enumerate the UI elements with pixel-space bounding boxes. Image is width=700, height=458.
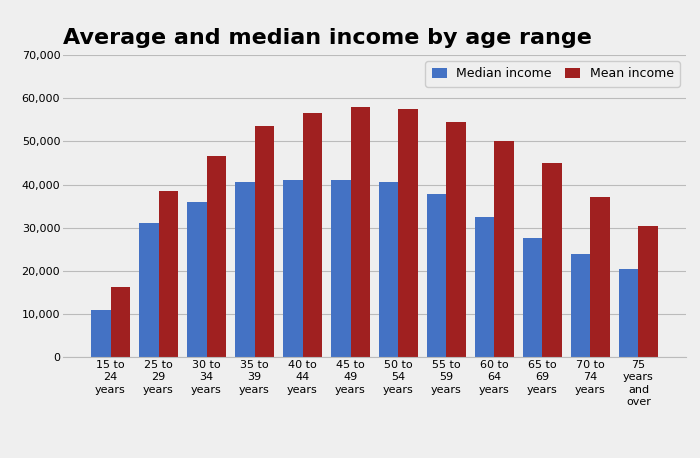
Bar <box>255 126 274 357</box>
Bar <box>620 269 638 357</box>
Text: Average and median income by age range: Average and median income by age range <box>63 28 592 48</box>
Bar <box>638 225 658 357</box>
Bar <box>475 217 494 357</box>
Bar <box>494 142 514 357</box>
Bar <box>235 182 255 357</box>
Bar <box>158 191 178 357</box>
Bar <box>542 163 561 357</box>
Bar <box>427 194 447 357</box>
Bar <box>351 107 370 357</box>
Bar <box>91 310 111 357</box>
Bar <box>302 113 322 357</box>
Bar <box>447 122 466 357</box>
Bar <box>524 239 542 357</box>
Bar <box>571 255 591 357</box>
Bar <box>379 182 398 357</box>
Bar <box>139 224 158 357</box>
Bar <box>206 157 225 357</box>
Bar <box>591 197 610 357</box>
Bar <box>398 109 418 357</box>
Bar <box>284 180 302 357</box>
Legend: Median income, Mean income: Median income, Mean income <box>426 61 680 87</box>
Bar <box>188 202 206 357</box>
Bar <box>111 287 130 357</box>
Bar <box>331 180 351 357</box>
